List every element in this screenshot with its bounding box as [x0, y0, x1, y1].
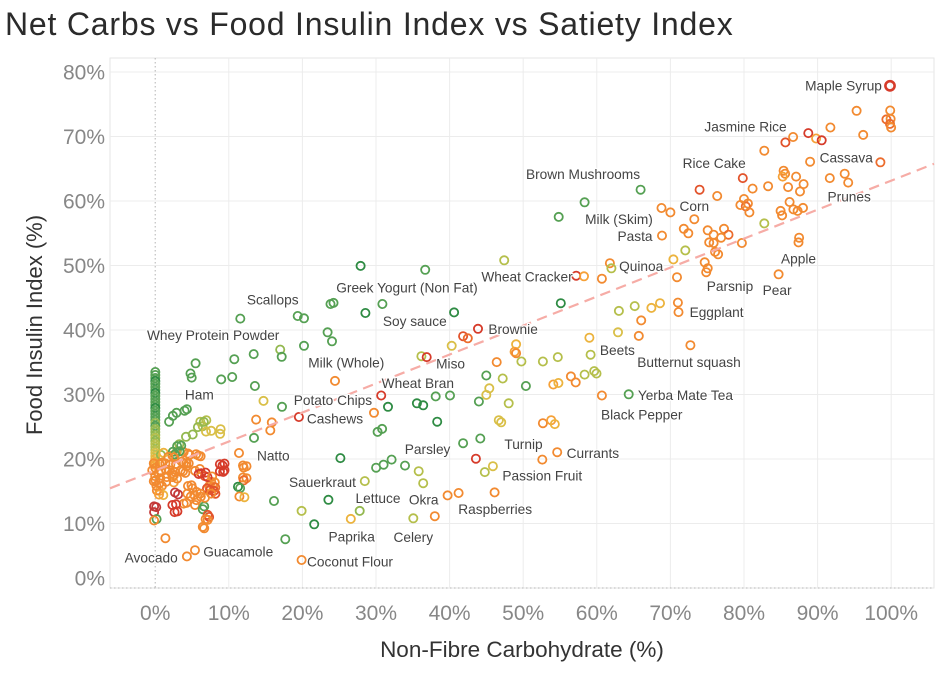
svg-text:70%: 70% — [649, 602, 691, 625]
svg-text:Coconut Flour: Coconut Flour — [307, 554, 393, 569]
svg-text:Parsley: Parsley — [405, 442, 451, 457]
svg-text:Ham: Ham — [185, 387, 214, 402]
svg-text:Greek Yogurt (Non Fat): Greek Yogurt (Non Fat) — [336, 280, 478, 295]
svg-text:Lettuce: Lettuce — [356, 491, 401, 506]
svg-text:Avocado: Avocado — [125, 550, 178, 565]
svg-text:Apple: Apple — [781, 251, 816, 266]
svg-text:70%: 70% — [63, 126, 105, 149]
svg-text:20%: 20% — [63, 449, 105, 472]
svg-text:Black Pepper: Black Pepper — [601, 408, 683, 423]
svg-text:Net Carbs vs Food Insulin Inde: Net Carbs vs Food Insulin Index vs Satie… — [5, 6, 734, 42]
svg-text:Cassava: Cassava — [820, 151, 874, 166]
svg-text:Raspberries: Raspberries — [458, 502, 532, 517]
svg-text:10%: 10% — [208, 602, 250, 625]
svg-text:Miso: Miso — [436, 356, 465, 371]
svg-text:20%: 20% — [281, 602, 323, 625]
svg-text:Guacamole: Guacamole — [203, 545, 273, 560]
svg-text:Non-Fibre Carbohydrate (%): Non-Fibre Carbohydrate (%) — [380, 637, 664, 662]
svg-text:Paprika: Paprika — [328, 530, 375, 545]
svg-text:Butternut squash: Butternut squash — [637, 355, 741, 370]
svg-text:Pear: Pear — [763, 283, 792, 298]
svg-text:Corn: Corn — [679, 199, 709, 214]
svg-text:Okra: Okra — [409, 493, 439, 508]
svg-text:Cashews: Cashews — [307, 412, 363, 427]
svg-text:Jasmine Rice: Jasmine Rice — [704, 119, 786, 134]
svg-text:50%: 50% — [63, 255, 105, 278]
svg-text:Wheat Cracker: Wheat Cracker — [481, 269, 573, 284]
svg-text:Maple Syrup: Maple Syrup — [805, 79, 882, 94]
svg-text:Whey Protein Powder: Whey Protein Powder — [147, 328, 280, 343]
svg-text:Soy sauce: Soy sauce — [383, 314, 447, 329]
svg-text:60%: 60% — [63, 191, 105, 214]
svg-text:0%: 0% — [75, 568, 105, 591]
svg-text:Sauerkraut: Sauerkraut — [289, 475, 356, 490]
svg-text:Currants: Currants — [567, 446, 620, 461]
svg-text:Turnip: Turnip — [504, 437, 543, 452]
svg-text:Passion Fruit: Passion Fruit — [502, 469, 582, 484]
svg-text:Rice Cake: Rice Cake — [683, 156, 746, 171]
svg-text:Brownie: Brownie — [488, 322, 537, 337]
svg-text:Food Insulin Index (%): Food Insulin Index (%) — [22, 215, 47, 435]
svg-text:80%: 80% — [723, 602, 765, 625]
svg-text:Prunes: Prunes — [828, 189, 872, 204]
svg-text:Parsnip: Parsnip — [707, 279, 754, 294]
svg-text:Yerba Mate Tea: Yerba Mate Tea — [638, 388, 734, 403]
svg-text:90%: 90% — [797, 602, 839, 625]
svg-text:30%: 30% — [355, 602, 397, 625]
svg-text:Eggplant: Eggplant — [690, 305, 744, 320]
svg-text:40%: 40% — [429, 602, 471, 625]
svg-text:Scallops: Scallops — [247, 292, 299, 307]
svg-text:40%: 40% — [63, 320, 105, 343]
svg-text:Pasta: Pasta — [617, 229, 652, 244]
svg-text:Brown Mushrooms: Brown Mushrooms — [526, 167, 640, 182]
svg-text:Milk (Whole): Milk (Whole) — [308, 356, 384, 371]
svg-text:100%: 100% — [864, 602, 918, 625]
svg-text:Milk (Skim): Milk (Skim) — [585, 212, 653, 227]
svg-text:30%: 30% — [63, 384, 105, 407]
svg-text:Potato Chips: Potato Chips — [294, 393, 373, 408]
svg-text:Quinoa: Quinoa — [619, 259, 664, 274]
svg-text:0%: 0% — [140, 602, 170, 625]
svg-text:Wheat Bran: Wheat Bran — [382, 376, 454, 391]
svg-text:80%: 80% — [63, 62, 105, 85]
svg-text:Celery: Celery — [394, 530, 434, 545]
svg-text:50%: 50% — [502, 602, 544, 625]
svg-text:60%: 60% — [576, 602, 618, 625]
svg-text:Beets: Beets — [600, 343, 635, 358]
svg-text:10%: 10% — [63, 513, 105, 536]
svg-text:Natto: Natto — [257, 449, 290, 464]
